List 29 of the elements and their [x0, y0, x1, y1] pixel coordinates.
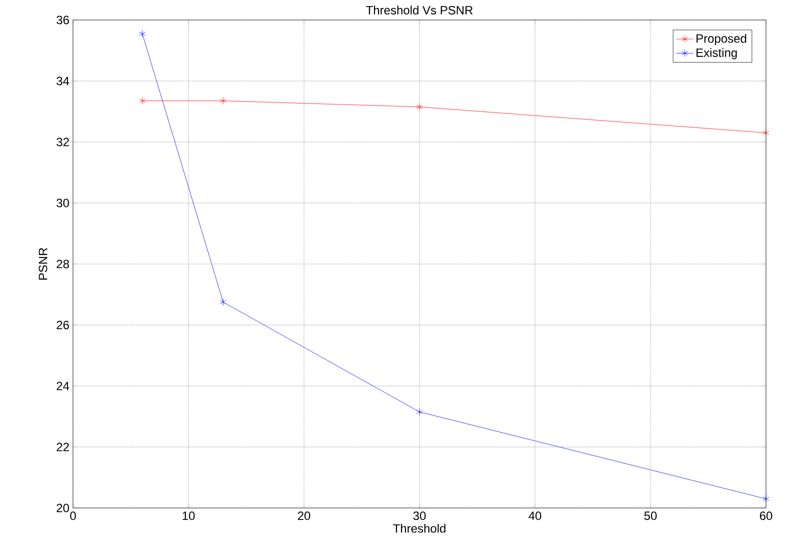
y-tick-label: 22 — [56, 442, 69, 452]
point — [416, 408, 423, 416]
y-axis-title: PSNR — [38, 248, 48, 280]
x-tick-label: 60 — [760, 512, 772, 520]
y-tick-label: 32 — [56, 138, 69, 146]
y-tick-label: 28 — [56, 260, 69, 268]
y-tick-label: 20 — [56, 504, 70, 512]
point — [220, 298, 226, 306]
y-tick-label: 36 — [56, 16, 69, 24]
y-tick-label: 26 — [56, 320, 69, 330]
legend-label: Existing — [696, 48, 737, 60]
point — [762, 129, 770, 137]
x-tick-label: 20 — [298, 512, 310, 520]
y-tick-label: 30 — [56, 198, 70, 208]
point — [416, 103, 423, 111]
x-tick-label: 10 — [182, 512, 195, 520]
x-tick-label: 40 — [528, 512, 542, 520]
chart-title: Threshold Vs PSNR — [366, 6, 473, 14]
point — [220, 97, 226, 105]
legend-label: Proposed — [696, 34, 746, 46]
x-tick-label: 0 — [70, 512, 76, 520]
point — [139, 97, 146, 105]
x-axis-title: Threshold — [393, 524, 446, 533]
y-tick-label: 24 — [56, 382, 70, 390]
point — [139, 30, 146, 38]
point — [762, 495, 770, 503]
x-tick-label: 30 — [413, 512, 426, 520]
y-tick-label: 34 — [56, 76, 70, 86]
x-tick-label: 50 — [644, 512, 657, 520]
